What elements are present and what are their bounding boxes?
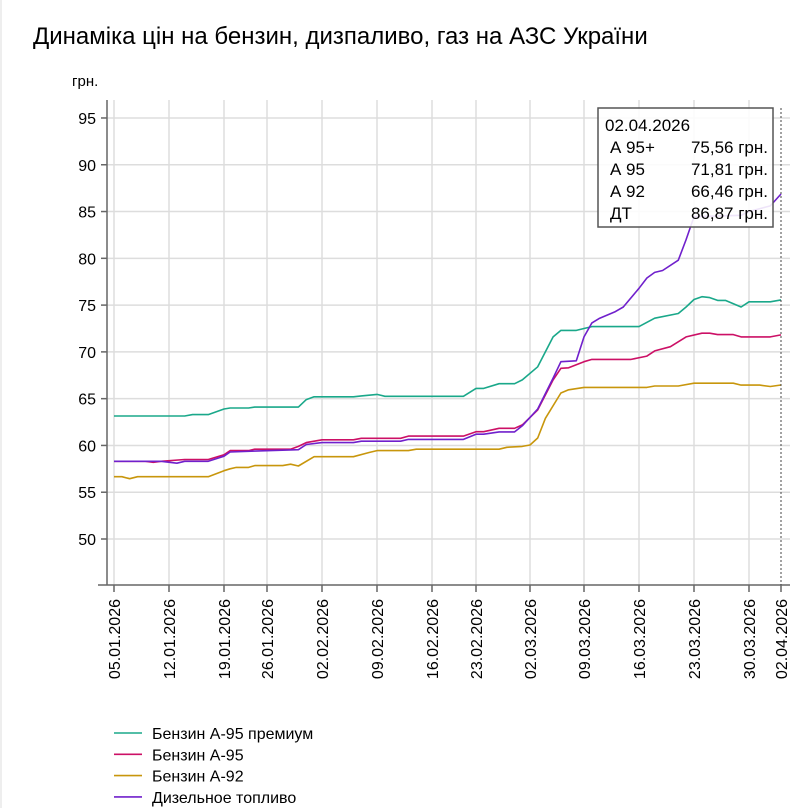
x-tick-label: 23.03.2026 (687, 599, 704, 679)
tooltip-row-value: 71,81 грн. (691, 160, 768, 179)
tooltip-row-value: 66,46 грн. (691, 182, 768, 201)
tooltip-box (597, 107, 774, 228)
y-tick-label: 90 (78, 158, 96, 175)
tooltip-row-value: 75,56 грн. (691, 138, 768, 157)
tooltip-row-label: А 95 (610, 160, 645, 179)
legend-label: Бензин А-95 (152, 747, 244, 764)
x-tick-label: 16.02.2026 (425, 599, 442, 679)
y-axis-unit-label: грн. (72, 73, 98, 90)
x-tick-label: 02.02.2026 (315, 599, 332, 679)
x-tick-label: 05.01.2026 (107, 599, 124, 679)
series-line-3 (114, 193, 782, 464)
x-tick-label: 12.01.2026 (162, 599, 179, 679)
x-tick-label: 23.02.2026 (469, 599, 486, 679)
legend-label: Бензин А-92 (152, 769, 244, 786)
series-line-0 (114, 295, 782, 417)
chart-title: Динаміка цін на бензин, дизпаливо, газ н… (33, 23, 648, 50)
y-tick-label: 75 (78, 298, 96, 315)
tooltip-row-value: 86,87 грн. (691, 204, 768, 223)
x-tick-label: 16.03.2026 (632, 599, 649, 679)
page-edge (0, 0, 2, 808)
y-tick-label: 65 (78, 392, 96, 409)
x-tick-label: 26.01.2026 (260, 599, 277, 679)
legend: Бензин А-95 премиум Бензин А-95 Бензин А-9… (114, 726, 313, 807)
y-tick-label: 55 (78, 485, 96, 502)
axes: 50 55 60 65 70 75 80 85 90 95 05.01.2026 12.01.2026… (78, 100, 791, 679)
series-lines (114, 193, 782, 480)
series-line-2 (114, 382, 782, 480)
tooltip-row-label: ДТ (610, 204, 632, 223)
tooltip: 02.04.2026 А 95+ 75,56 грн. А 95 71,81 грн.… (597, 107, 774, 228)
x-tick-label: 02.04.2026 (774, 599, 791, 679)
y-tick-label: 80 (78, 251, 96, 268)
legend-label: Дизельное топливо (152, 790, 296, 807)
legend-label: Бензин А-95 премиум (152, 726, 313, 743)
x-tick-label: 09.02.2026 (370, 599, 387, 679)
tooltip-date: 02.04.2026 (605, 116, 690, 135)
y-tick-label: 60 (78, 438, 96, 455)
tooltip-row-label: А 92 (610, 182, 645, 201)
x-tick-label: 30.03.2026 (742, 599, 759, 679)
y-tick-label: 50 (78, 532, 96, 549)
x-tick-label: 02.03.2026 (523, 599, 540, 679)
y-tick-label: 70 (78, 345, 96, 362)
x-tick-label: 09.03.2026 (577, 599, 594, 679)
series-line-1 (114, 332, 782, 464)
y-tick-label: 95 (78, 111, 96, 128)
y-tick-label: 85 (78, 205, 96, 222)
tooltip-row-label: А 95+ (610, 138, 655, 157)
x-tick-label: 19.01.2026 (217, 599, 234, 679)
